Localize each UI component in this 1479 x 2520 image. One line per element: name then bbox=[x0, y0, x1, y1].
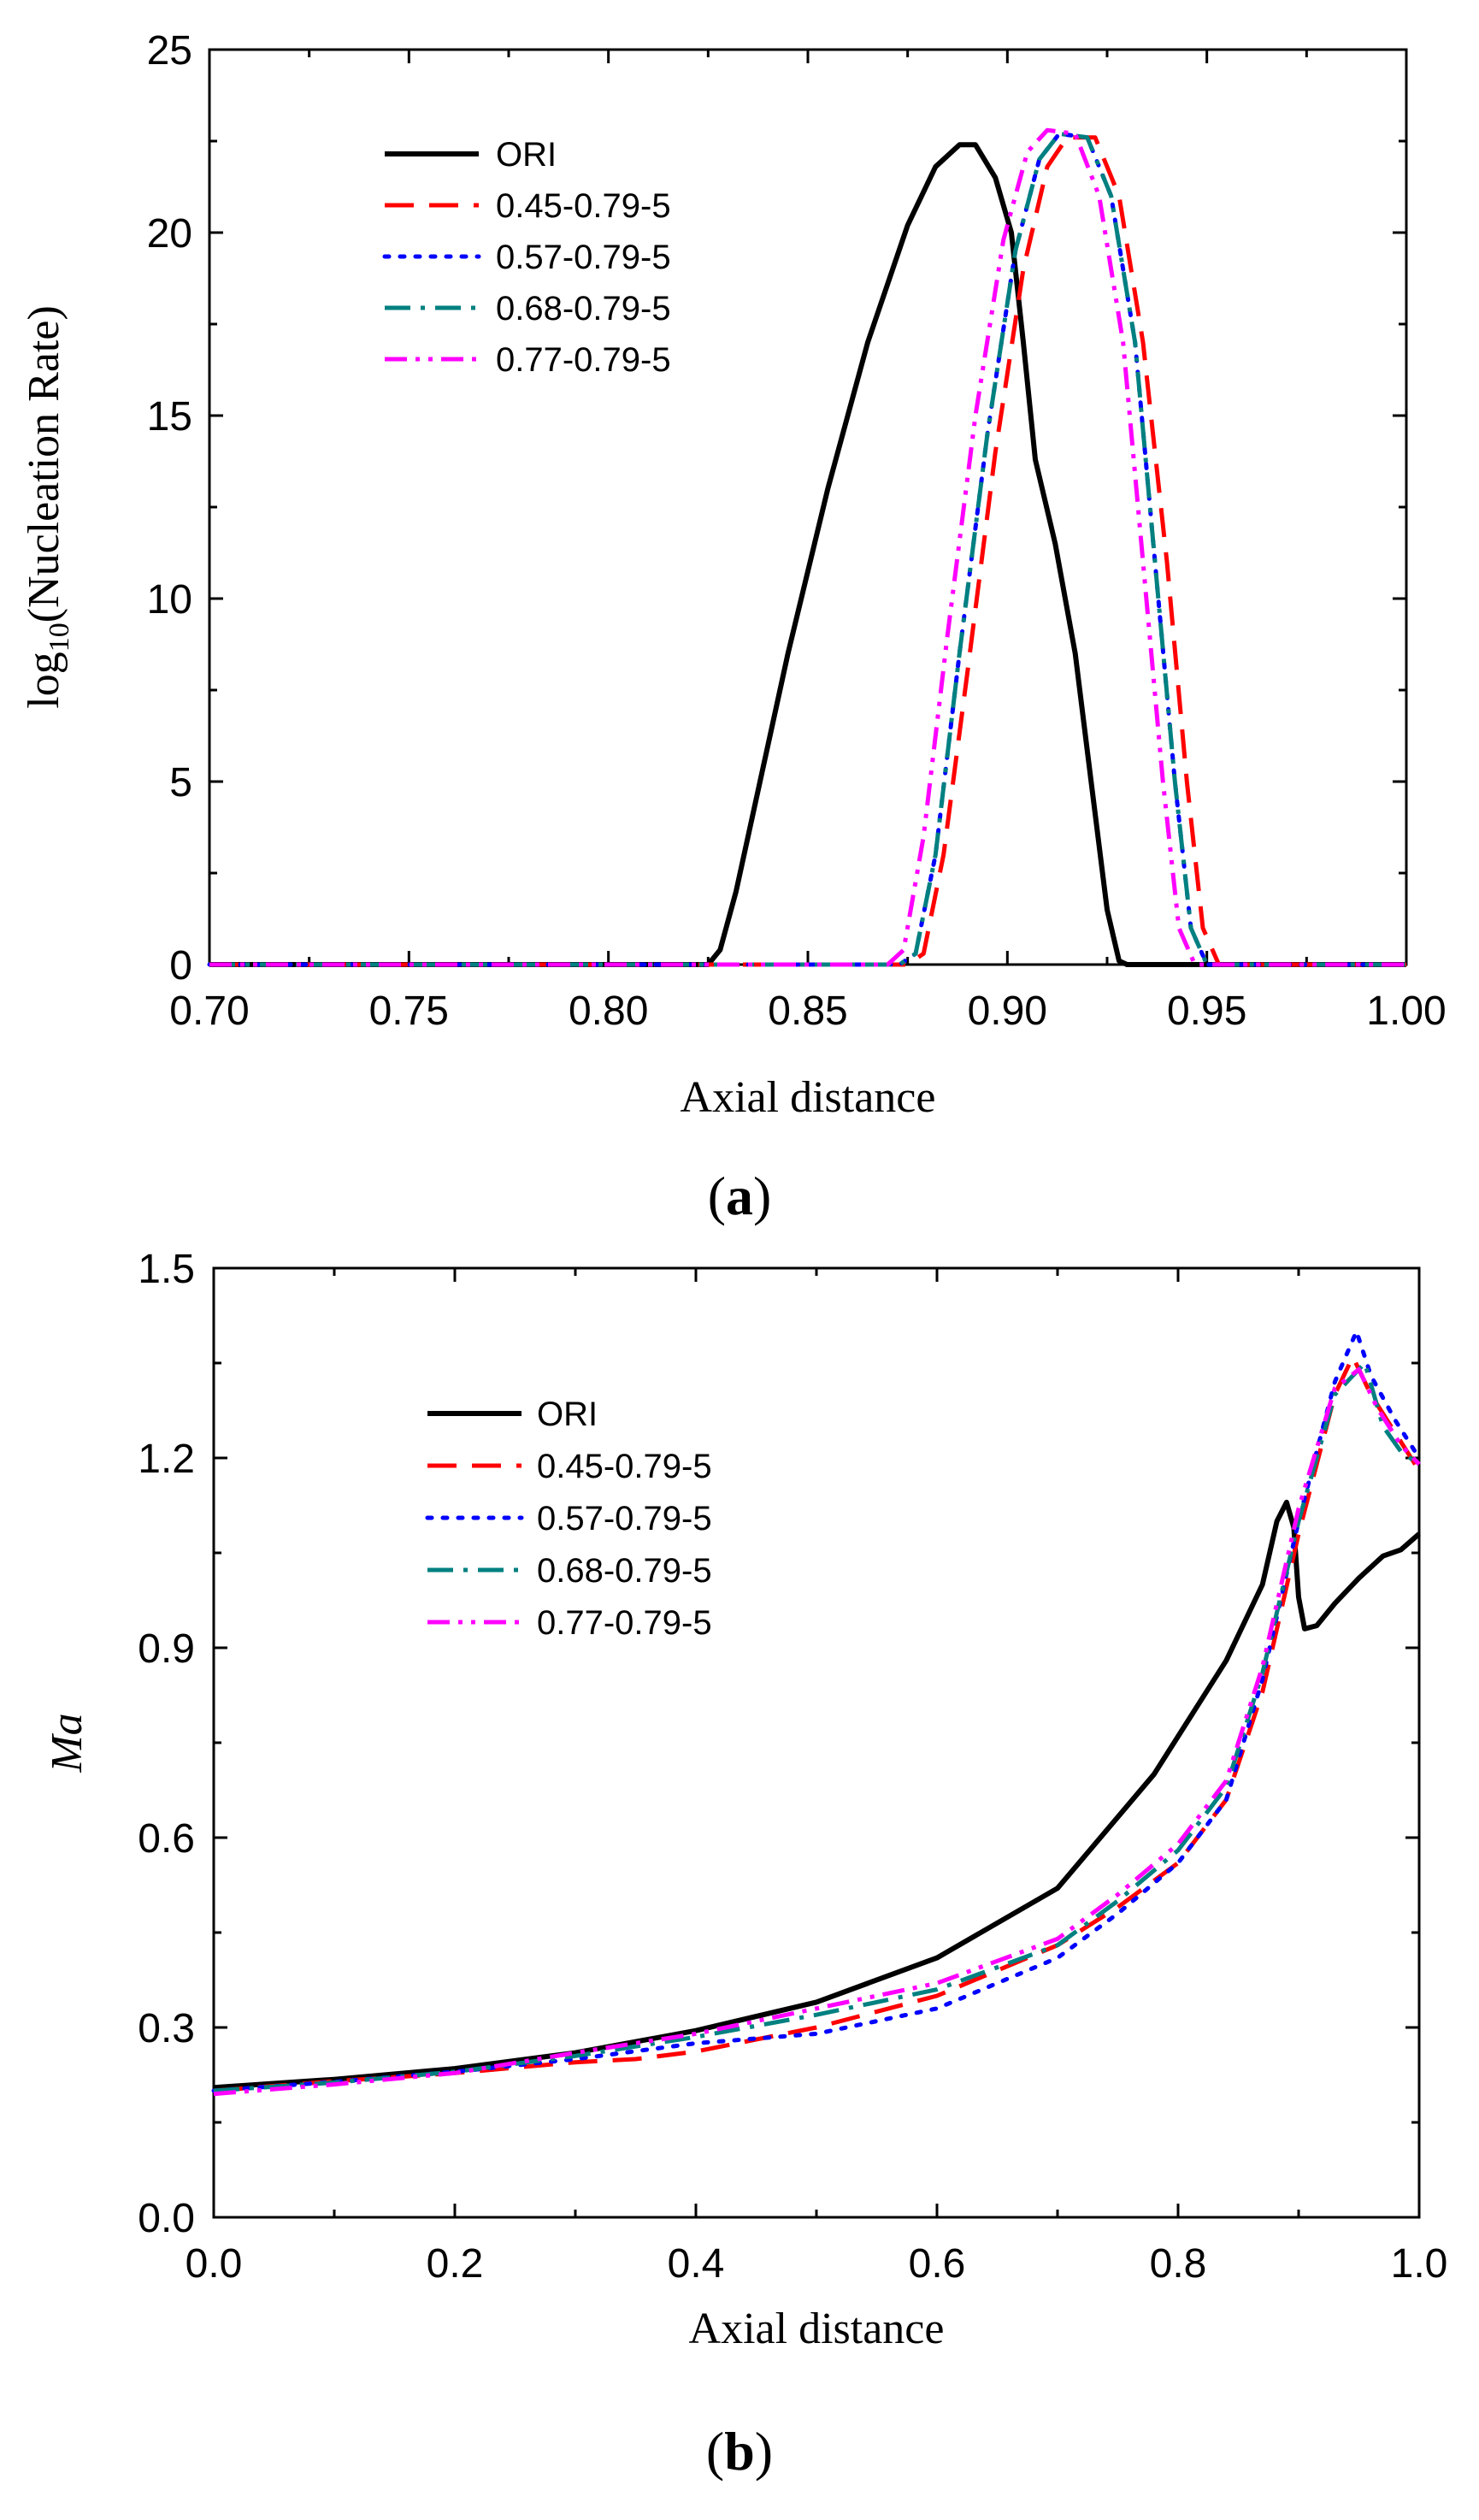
y-axis-title: Ma bbox=[43, 1713, 91, 1773]
legend-label: 0.45-0.79-5 bbox=[537, 1448, 712, 1485]
legend-label: 0.57-0.79-5 bbox=[496, 239, 671, 276]
panel-label-a: (a) bbox=[708, 1166, 772, 1226]
legend: ORI 0.45-0.79-5 0.57-0.79-5 0.68-0.79-5 … bbox=[425, 1396, 712, 1642]
y-tick-label: 15 bbox=[147, 394, 192, 440]
axis-ticks bbox=[208, 48, 1408, 966]
x-tick-label: 0.85 bbox=[768, 989, 847, 1034]
legend-label: ORI bbox=[496, 136, 557, 174]
series-line-ORI bbox=[213, 1499, 1421, 2091]
x-tick-label: 0.8 bbox=[1150, 2241, 1207, 2287]
series-group bbox=[211, 1329, 1422, 2097]
legend-label: 0.68-0.79-5 bbox=[537, 1552, 712, 1590]
series-line-0.77-0.79-5 bbox=[209, 127, 1406, 967]
y-tick-label: 1.5 bbox=[138, 1247, 195, 1292]
x-tick-label: 0.80 bbox=[569, 989, 648, 1034]
legend-label: 0.77-0.79-5 bbox=[496, 341, 671, 379]
x-axis-title: Axial distance bbox=[681, 1073, 936, 1122]
series-group bbox=[207, 127, 1409, 967]
y-tick-label: 0.6 bbox=[138, 1816, 195, 1862]
panel-a-chart: 0.70 0.75 0.80 0.85 0.90 0.95 1.00 0 5 1… bbox=[20, 28, 1447, 1226]
series-line-ORI bbox=[209, 142, 1406, 967]
y-tick-label: 10 bbox=[147, 577, 192, 623]
x-tick-label: 0.6 bbox=[909, 2241, 966, 2287]
panel-b-chart: 0.0 0.2 0.4 0.6 0.8 1.0 0.0 0.3 0.6 0.9 … bbox=[43, 1247, 1447, 2482]
x-tick-label: 0.2 bbox=[427, 2241, 484, 2287]
series-line-0.57-0.79-5 bbox=[211, 1329, 1422, 2093]
x-tick-label: 1.0 bbox=[1391, 2241, 1448, 2287]
legend: ORI 0.45-0.79-5 0.57-0.79-5 0.68-0.79-5 … bbox=[382, 136, 671, 379]
panel-label-b: (b) bbox=[706, 2421, 773, 2482]
y-axis-title: log10(Nucleation Rate) bbox=[20, 305, 75, 709]
x-tick-label: 0.70 bbox=[169, 989, 249, 1034]
legend-label: ORI bbox=[537, 1396, 598, 1433]
y-tick-label: 0.9 bbox=[138, 1626, 195, 1672]
y-tick-label: 5 bbox=[169, 760, 192, 806]
legend-label: 0.45-0.79-5 bbox=[496, 187, 671, 225]
y-tick-label: 0.3 bbox=[138, 2006, 195, 2051]
plot-frame bbox=[208, 48, 1408, 966]
x-tick-label: 0.95 bbox=[1167, 989, 1246, 1034]
x-tick-label: 0.90 bbox=[968, 989, 1047, 1034]
y-tick-label: 0.0 bbox=[138, 2196, 195, 2241]
x-tick-label: 1.00 bbox=[1366, 989, 1446, 1034]
x-axis-title: Axial distance bbox=[689, 2305, 945, 2353]
series-line-0.77-0.79-5 bbox=[213, 1366, 1421, 2097]
y-tick-label: 0 bbox=[169, 943, 192, 989]
legend-label: 0.77-0.79-5 bbox=[537, 1604, 712, 1642]
x-tick-label: 0.75 bbox=[369, 989, 449, 1034]
series-line-0.45-0.79-5 bbox=[209, 135, 1406, 967]
x-tick-label: 0.0 bbox=[186, 2241, 243, 2287]
series-line-0.45-0.79-5 bbox=[213, 1354, 1422, 2093]
series-line-0.68-0.79-5 bbox=[209, 131, 1406, 967]
y-tick-label: 25 bbox=[147, 28, 192, 74]
x-tick-label: 0.4 bbox=[668, 2241, 725, 2287]
legend-label: 0.68-0.79-5 bbox=[496, 290, 671, 328]
series-line-0.68-0.79-5 bbox=[213, 1360, 1421, 2093]
legend-label: 0.57-0.79-5 bbox=[537, 1500, 712, 1537]
y-tick-label: 20 bbox=[147, 211, 192, 257]
y-tick-label: 1.2 bbox=[138, 1437, 195, 1482]
